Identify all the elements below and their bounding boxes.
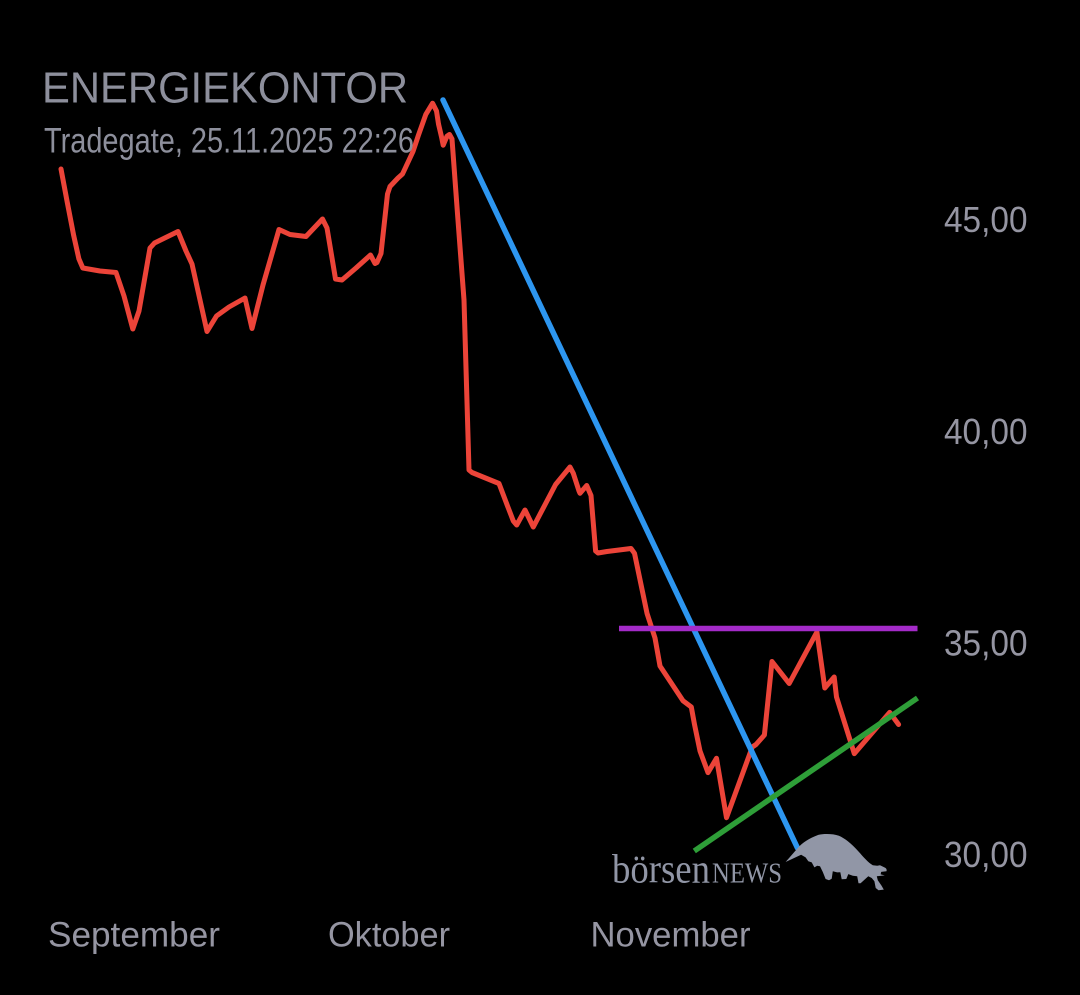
svg-text:30,00: 30,00 [944, 834, 1028, 875]
svg-text:40,00: 40,00 [944, 411, 1028, 452]
svg-text:November: November [591, 916, 751, 955]
svg-text:Oktober: Oktober [328, 916, 450, 955]
svg-text:Tradegate, 25.11.2025 22:26: Tradegate, 25.11.2025 22:26 [44, 122, 414, 161]
svg-text:35,00: 35,00 [944, 622, 1028, 663]
svg-text:börsen: börsen [612, 846, 710, 892]
svg-text:NEWS: NEWS [712, 859, 782, 890]
svg-text:ENERGIEKONTOR: ENERGIEKONTOR [42, 64, 408, 113]
svg-text:September: September [48, 916, 220, 955]
svg-text:45,00: 45,00 [944, 199, 1028, 240]
